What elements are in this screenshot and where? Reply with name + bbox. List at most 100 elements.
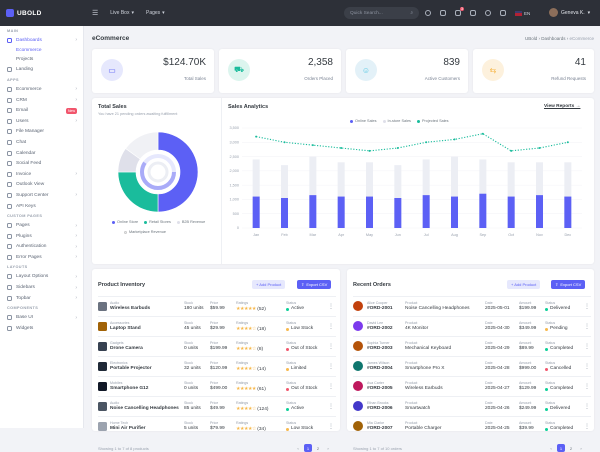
sidebar-item-error-pages[interactable]: Error Pages › (0, 252, 83, 263)
apps-icon[interactable] (440, 10, 446, 16)
more-options-icon[interactable]: ⋮ (326, 376, 336, 397)
search-icon: ⌕ (410, 11, 413, 16)
page-button[interactable]: › (577, 444, 585, 452)
page-button[interactable]: 2 (314, 444, 322, 452)
order-id[interactable]: #ORD-2005 (367, 386, 393, 391)
sidebar-subitem[interactable]: Projects (16, 57, 34, 63)
sidebar-section-header: APPS (7, 77, 19, 82)
add-product-button[interactable]: + Add Product (252, 280, 286, 289)
bar-online (309, 195, 317, 228)
pagination-info: Showing 1 to 7 of 10 orders (353, 446, 402, 451)
sidebar-item-authentication[interactable]: Authentication › (0, 242, 83, 253)
sidebar-item-calendar[interactable]: Calendar (0, 148, 83, 159)
menu-live-box[interactable]: Live Box ▾ (110, 10, 134, 16)
brand[interactable]: UBOLD (0, 9, 84, 17)
sidebar-item-outlook-view[interactable]: Outlook View (0, 180, 83, 191)
product-name[interactable]: Noise Cancelling Headphones (110, 406, 179, 411)
order-id[interactable]: #ORD-2006 (367, 406, 393, 411)
col-label: Status (545, 421, 556, 426)
page-button[interactable]: 1 (557, 444, 565, 452)
breadcrumb-item[interactable]: Dashboards (541, 35, 566, 41)
product-name[interactable]: Drone Camera (110, 346, 143, 351)
sidebar-item-social-feed[interactable]: Social Feed (0, 158, 83, 169)
product-name[interactable]: Laptop Stand (110, 326, 141, 331)
order-id[interactable]: #ORD-2001 (367, 306, 393, 311)
product-name[interactable]: Smartphone G12 (110, 386, 149, 391)
more-options-icon[interactable]: ⋮ (326, 356, 336, 377)
order-id[interactable]: #ORD-2007 (367, 426, 393, 432)
sidebar-item-chat[interactable]: Chat (0, 137, 83, 148)
more-options-icon[interactable]: ⋮ (326, 416, 336, 437)
menu-pages[interactable]: Pages ▾ (145, 10, 165, 16)
more-options-icon[interactable]: ⋮ (583, 416, 591, 437)
more-options-icon[interactable]: ⋮ (583, 296, 591, 317)
fullscreen-icon[interactable] (500, 10, 506, 16)
order-product: Smartphone Pro X (405, 366, 445, 371)
page-button[interactable]: 1 (304, 444, 312, 452)
view-reports-link[interactable]: View Reports → (544, 104, 581, 109)
sidebar-item-invoice[interactable]: Invoice › (0, 169, 83, 180)
export-csv-button[interactable]: ⇪ Export CSV (297, 280, 332, 289)
sidebar-item-users[interactable]: Users › (0, 116, 83, 127)
legend-dot-icon (416, 119, 420, 123)
product-price: $29.99 (210, 326, 225, 331)
order-amount: $129.99 (519, 386, 537, 391)
breadcrumb-item[interactable]: UBold (524, 35, 538, 41)
more-options-icon[interactable]: ⋮ (326, 336, 336, 357)
order-id[interactable]: #ORD-2003 (367, 346, 393, 351)
inventory-table: Audio Wireless Earbuds Stock 180 units Pri… (98, 296, 336, 437)
more-options-icon[interactable]: ⋮ (583, 396, 591, 417)
more-options-icon[interactable]: ⋮ (583, 316, 591, 337)
more-options-icon[interactable]: ⋮ (583, 356, 591, 377)
sidebar-item-pages[interactable]: Pages › (0, 220, 83, 231)
sidebar-item-dashboards[interactable]: Dashboards › (0, 35, 83, 46)
sidebar-item-landing[interactable]: Landing (0, 65, 83, 76)
hamburger-icon[interactable]: ☰ (92, 10, 99, 17)
sidebar-item-support-center[interactable]: Support Center › (0, 190, 83, 201)
more-options-icon[interactable]: ⋮ (326, 396, 336, 417)
settings-icon[interactable] (425, 10, 431, 16)
sidebar-item-plugins[interactable]: Plugins › (0, 231, 83, 242)
orders-card: Recent Orders + Add Product ⇪ Export CSV … (347, 269, 594, 452)
sidebar-item-layout-options[interactable]: Layout Options › (0, 272, 83, 283)
bell-icon[interactable]: 3 (455, 7, 464, 16)
product-thumbnail (98, 301, 107, 311)
sidebar-item-api-keys[interactable]: API Keys (0, 201, 83, 212)
product-name[interactable]: Portable Projector (110, 366, 152, 371)
sidebar-item-widgets[interactable]: Widgets (0, 323, 83, 334)
status-dot-icon (545, 387, 548, 391)
product-price: $120.99 (210, 366, 228, 371)
product-name[interactable]: Mini Air Purifier (110, 426, 146, 432)
more-options-icon[interactable]: ⋮ (326, 296, 336, 317)
sidebar-item-base-ui[interactable]: Base UI › (0, 312, 83, 323)
product-name[interactable]: Wireless Earbuds (110, 306, 151, 311)
export-csv-button[interactable]: ⇪ Export CSV (551, 280, 586, 289)
page-button[interactable]: 2 (567, 444, 575, 452)
stat-value: 839 (443, 57, 460, 68)
order-id[interactable]: #ORD-2002 (367, 326, 393, 331)
legend-item: Projected Sales (416, 119, 449, 123)
theme-icon[interactable] (485, 10, 491, 16)
main-content: eCommerce UBold › Dashboards › eCommerce… (84, 26, 600, 452)
chat-icon[interactable] (470, 10, 476, 16)
sidebar-item-file-manager[interactable]: File Manager (0, 127, 83, 138)
sidebar-item-crm[interactable]: CRM › (0, 95, 83, 106)
more-options-icon[interactable]: ⋮ (583, 376, 591, 397)
language-selector[interactable]: EN (515, 10, 530, 16)
more-options-icon[interactable]: ⋮ (326, 316, 336, 337)
sidebar-item-ecommerce[interactable]: Ecommerce › (0, 84, 83, 95)
bar-instore (394, 165, 402, 228)
search-input[interactable]: Quick Search... ⌕ (344, 7, 419, 19)
sidebar-item-topbar[interactable]: Topbar › (0, 293, 83, 304)
order-id[interactable]: #ORD-2004 (367, 366, 393, 371)
sidebar-subitem[interactable]: Ecommerce (16, 47, 42, 53)
user-menu[interactable]: Geneva K. ▾ (549, 8, 590, 17)
line-point (538, 147, 541, 149)
page-button[interactable]: ‹ (294, 444, 302, 452)
page-button[interactable]: ‹ (547, 444, 555, 452)
sidebar-item-email[interactable]: Email New (0, 105, 83, 116)
page-button[interactable]: › (324, 444, 332, 452)
sidebar-item-sidebars[interactable]: Sidebars › (0, 282, 83, 293)
more-options-icon[interactable]: ⋮ (583, 336, 591, 357)
add-product-button[interactable]: + Add Product (507, 280, 541, 289)
